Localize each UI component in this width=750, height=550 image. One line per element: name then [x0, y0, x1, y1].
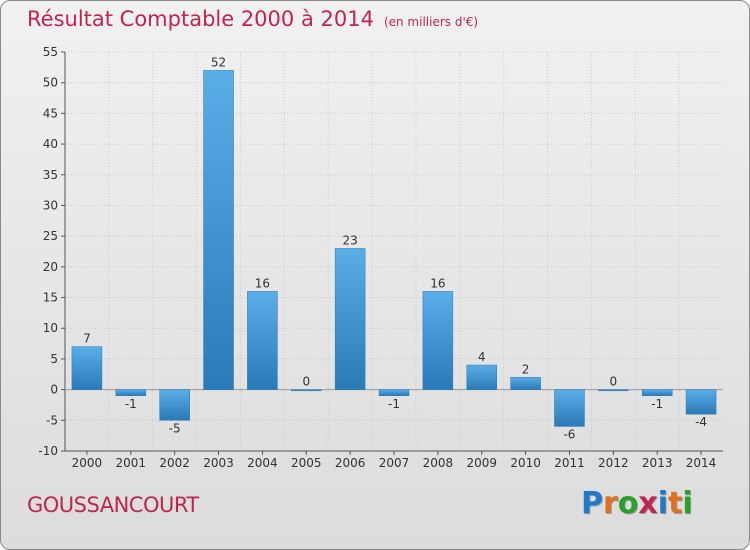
x-tick-label: 2002 [159, 456, 190, 470]
bar-2001 [115, 389, 147, 397]
x-tick-label: 2013 [642, 456, 673, 470]
y-tick-label: 55 [43, 45, 58, 59]
bars [71, 70, 717, 427]
x-tick-label: 2012 [598, 456, 629, 470]
bar-2014 [685, 389, 717, 415]
bar-2008 [422, 291, 454, 390]
y-tick-label: 0 [50, 383, 58, 397]
commune-name: GOUSSANCOURT [27, 493, 199, 517]
y-tick-label: 25 [43, 229, 58, 243]
y-tick-label: 5 [50, 352, 58, 366]
x-tick-label: 2001 [116, 456, 147, 470]
data-label-2010: 2 [522, 362, 530, 376]
x-tick-label: 2008 [423, 456, 454, 470]
bar-2002 [159, 389, 190, 421]
x-tick-label: 2006 [335, 456, 366, 470]
y-tick-label: 35 [43, 168, 58, 182]
bar-2011 [554, 389, 585, 427]
data-label-2011: -6 [563, 427, 575, 441]
chart-title: Résultat Comptable 2000 à 2014 [27, 7, 374, 31]
data-label-2013: -1 [651, 397, 663, 411]
data-label-2012: 0 [610, 375, 618, 389]
data-label-2004: 16 [255, 276, 270, 290]
y-tick-label: 50 [43, 76, 58, 90]
grid-lines [65, 51, 723, 452]
chart-title-block: Résultat Comptable 2000 à 2014 (en millie… [27, 7, 478, 31]
x-tick-label: 2010 [510, 456, 541, 470]
x-tick-label: 2005 [291, 456, 322, 470]
x-tick-label: 2004 [247, 456, 278, 470]
y-tick-label: 15 [43, 291, 58, 305]
data-label-2002: -5 [169, 421, 181, 435]
y-tick-label: 40 [43, 137, 58, 151]
x-tick-label: 2014 [686, 456, 717, 470]
y-tick-label: 45 [43, 106, 58, 120]
bar-2000 [71, 346, 103, 390]
data-label-2007: -1 [388, 397, 400, 411]
bar-2012 [598, 389, 629, 392]
bar-2013 [641, 389, 673, 397]
x-tick-label: 2007 [379, 456, 410, 470]
bar-2007 [378, 389, 410, 397]
data-label-2005: 0 [302, 375, 310, 389]
data-label-2000: 7 [83, 332, 91, 346]
proxiti-logo: Proxiti [581, 486, 693, 521]
data-label-2008: 16 [430, 276, 445, 290]
data-label-2006: 23 [342, 233, 357, 247]
x-tick-label: 2000 [72, 456, 103, 470]
y-tick-label: 10 [43, 321, 58, 335]
x-tick-label: 2003 [203, 456, 234, 470]
bar-2003 [203, 70, 234, 390]
data-label-2001: -1 [125, 397, 137, 411]
data-label-2014: -4 [695, 415, 707, 429]
data-label-2003: 52 [211, 55, 226, 69]
x-tick-label: 2011 [554, 456, 585, 470]
bar-2005 [291, 389, 322, 392]
bar-2009 [466, 364, 497, 390]
bar-2010 [510, 377, 541, 390]
y-tick-label: -5 [46, 413, 58, 427]
data-label-2009: 4 [478, 350, 486, 364]
chart-subtitle: (en milliers d'€) [383, 15, 479, 29]
labels: -10-50510152025303540455055200072001-120… [38, 45, 716, 470]
bar-2004 [247, 291, 278, 390]
y-tick-label: 30 [43, 198, 58, 212]
y-tick-label: -10 [38, 444, 58, 458]
bar-2006 [334, 248, 366, 390]
x-tick-label: 2009 [466, 456, 497, 470]
y-tick-label: 20 [43, 260, 58, 274]
